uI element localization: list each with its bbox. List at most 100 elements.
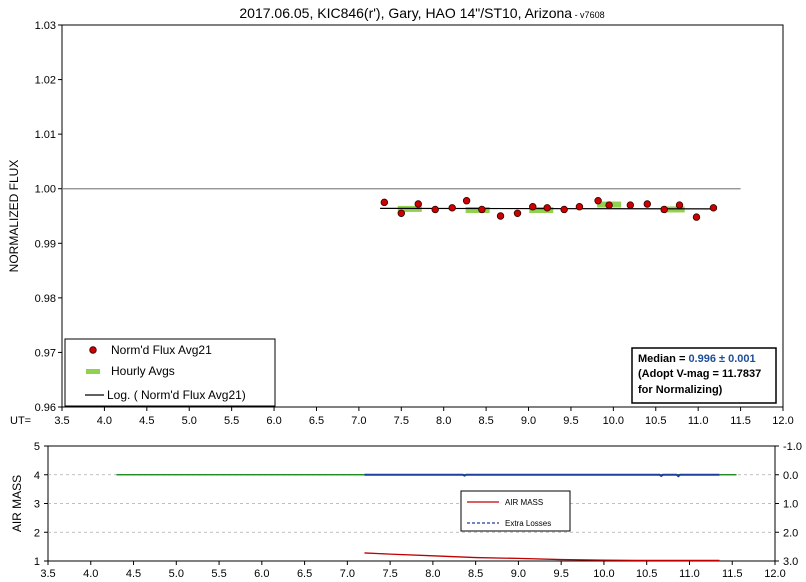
legend-label-flux: Norm'd Flux Avg21 [111, 343, 212, 357]
bottom-x-tick-label: 11.0 [679, 568, 700, 580]
y-tick-label: 1.03 [35, 20, 56, 32]
x-tick-label: 7.5 [394, 415, 409, 427]
bottom-x-tick-label: 9.5 [554, 568, 569, 580]
hourly-avg-bar [660, 206, 685, 213]
bottom-x-tick-label: 7.5 [382, 568, 397, 580]
flux-point [529, 203, 537, 211]
hourly-avg-bar [465, 206, 490, 213]
bottom-x-tick-label: 7.0 [340, 568, 355, 580]
stats-box [631, 347, 777, 404]
airmass-line [364, 552, 720, 562]
bottom-x-tick-label: 4.5 [126, 568, 141, 580]
flux-point [675, 201, 684, 209]
legend-swatch-flux [89, 346, 97, 354]
x-tick-label: 3.5 [54, 415, 69, 427]
bottom-y-tick-label: 1 [34, 556, 40, 568]
stats-median-line: Median = 0.996 ± 0.001 [638, 353, 756, 365]
chart-title-suffix: - v7608 [572, 10, 605, 20]
bottom-x-tick-label: 5.5 [211, 568, 226, 580]
flux-point [431, 205, 439, 214]
bottom-x-tick-label: 10.5 [636, 568, 657, 580]
bottom-y2-tick-label: 2.0 [783, 527, 798, 539]
y-tick-label: 0.97 [35, 347, 56, 359]
x-tick-label: 4.0 [97, 415, 112, 427]
legend-label-trend: Log. ( Norm'd Flux Avg21) [107, 388, 246, 402]
y-axis-title: NORMALIZED FLUX [7, 160, 21, 273]
bottom-x-tick-label: 3.5 [40, 568, 55, 580]
bottom-x-tick-label: 9.0 [511, 568, 526, 580]
x-tick-label: 8.0 [436, 415, 451, 427]
x-tick-label: 4.5 [139, 415, 154, 427]
flux-point [380, 198, 389, 207]
x-axis-title: UT= [10, 415, 31, 427]
y-tick-label: 1.00 [35, 184, 56, 196]
flux-point [543, 204, 551, 212]
x-tick-label: 6.5 [309, 415, 324, 427]
flux-point [709, 204, 718, 212]
bottom-y2-tick-label: -1.0 [783, 441, 802, 453]
flux-point [594, 197, 602, 205]
stats-median-label: Median = [638, 353, 688, 365]
flux-point [626, 201, 635, 209]
bottom-y2-tick-label: 1.0 [783, 499, 798, 511]
y-tick-label: 1.02 [35, 75, 56, 87]
bottom-y-tick-label: 2 [34, 527, 40, 539]
x-tick-label: 11.0 [688, 415, 709, 427]
bottom-legend-box [460, 490, 571, 532]
bottom-legend-label-airmass: AIR MASS [505, 498, 543, 507]
bottom-x-tick-label: 11.5 [722, 568, 743, 580]
bottom-legend-label-losses: Extra Losses [505, 519, 551, 528]
bottom-x-tick-label: 4.0 [83, 568, 98, 580]
stats-normalizing-line: for Normalizing) [638, 384, 723, 396]
x-tick-label: 5.5 [224, 415, 239, 427]
flux-point [560, 205, 568, 214]
flux-point [692, 213, 701, 221]
y-tick-label: 0.99 [35, 238, 56, 250]
x-tick-label: 9.0 [521, 415, 536, 427]
chart-title: 2017.06.05, KIC846(r'), Gary, HAO 14"/ST… [239, 5, 604, 21]
flux-point [462, 197, 471, 205]
x-tick-label: 7.0 [351, 415, 366, 427]
x-tick-label: 11.5 [730, 415, 751, 427]
x-tick-label: 9.5 [563, 415, 578, 427]
bottom-x-tick-label: 12.0 [764, 568, 785, 580]
flux-point [448, 204, 456, 212]
stats-median-value: 0.996 ± 0.001 [688, 353, 755, 365]
flux-point [660, 205, 668, 214]
x-tick-label: 10.5 [645, 415, 666, 427]
extra-losses-line [364, 473, 720, 478]
legend-label-hourly: Hourly Avgs [111, 364, 175, 378]
bottom-x-tick-label: 6.0 [254, 568, 269, 580]
flux-point [414, 200, 422, 208]
bottom-y-tick-label: 3 [34, 499, 40, 511]
legend-swatch-hourly [86, 369, 100, 374]
stats-vmag-line: (Adopt V-mag = 11.7837 [638, 368, 761, 380]
y-tick-label: 1.01 [35, 129, 56, 141]
flux-point [496, 212, 505, 220]
bottom-y2-tick-label: 0.0 [783, 470, 798, 482]
y-tick-label: 0.96 [35, 402, 56, 414]
flux-point [397, 209, 405, 217]
bottom-x-tick-label: 5.0 [169, 568, 184, 580]
x-tick-label: 12.0 [772, 415, 793, 427]
y-tick-label: 0.98 [35, 293, 56, 305]
bottom-y-tick-label: 5 [34, 441, 40, 453]
flux-point [605, 201, 613, 209]
x-tick-label: 6.0 [266, 415, 281, 427]
x-tick-label: 10.0 [603, 415, 624, 427]
flux-point [643, 200, 651, 208]
bottom-y2-tick-label: 3.0 [783, 556, 798, 568]
bottom-y-tick-label: 4 [34, 470, 40, 482]
bottom-x-tick-label: 8.5 [468, 568, 483, 580]
hourly-avg-bar [529, 206, 554, 213]
bottom-x-tick-label: 10.0 [593, 568, 614, 580]
x-tick-label: 5.0 [182, 415, 197, 427]
bottom-x-tick-label: 6.5 [297, 568, 312, 580]
x-tick-label: 8.5 [478, 415, 493, 427]
flux-point [478, 205, 486, 214]
bottom-x-tick-label: 8.0 [425, 568, 440, 580]
flux-point [575, 203, 584, 211]
flux-point [513, 209, 522, 217]
